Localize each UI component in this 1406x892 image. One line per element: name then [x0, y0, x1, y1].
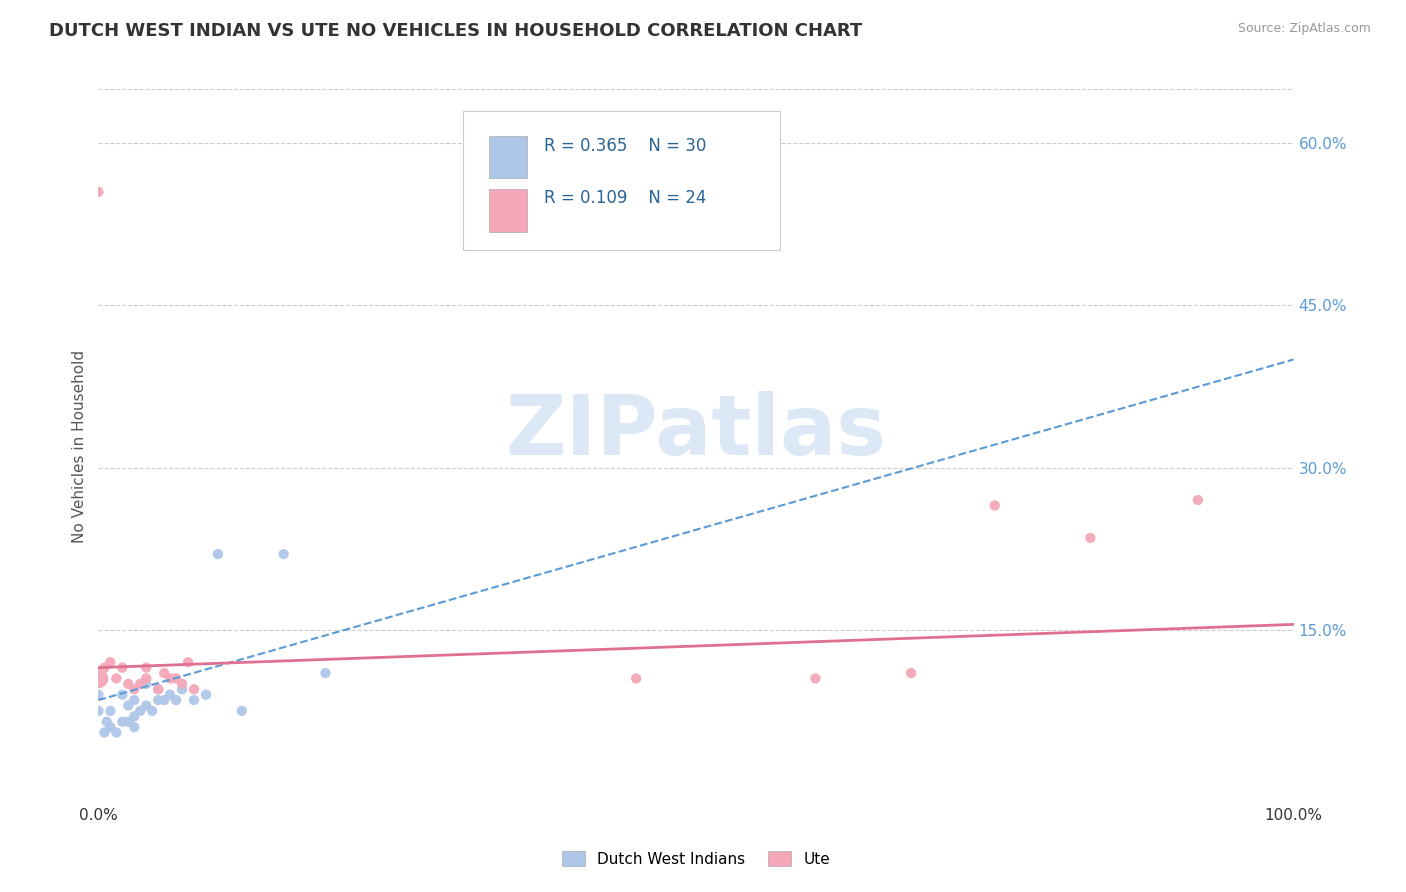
Point [124, 682, 146, 697]
Point [1187, 493, 1209, 508]
Point [153, 693, 176, 707]
Point [124, 709, 146, 723]
Y-axis label: No Vehicles in Household: No Vehicles in Household [72, 350, 87, 542]
Text: DUTCH WEST INDIAN VS UTE NO VEHICLES IN HOUSEHOLD CORRELATION CHART: DUTCH WEST INDIAN VS UTE NO VEHICLES IN … [49, 22, 862, 40]
Point [98, 655, 122, 669]
FancyBboxPatch shape [489, 136, 527, 178]
Point [148, 693, 170, 707]
FancyBboxPatch shape [489, 189, 527, 232]
Point [117, 677, 139, 691]
Point [135, 677, 157, 691]
Point [117, 714, 139, 729]
Point [117, 698, 139, 713]
Point [98, 720, 122, 734]
Point [141, 704, 163, 718]
Point [87, 672, 110, 686]
Point [135, 672, 157, 686]
Point [626, 672, 648, 686]
Point [87, 185, 110, 199]
Point [111, 688, 134, 702]
Point [315, 666, 337, 681]
Point [124, 720, 146, 734]
Point [183, 682, 205, 697]
Point [159, 672, 181, 686]
Legend: Dutch West Indians, Ute: Dutch West Indians, Ute [562, 851, 830, 866]
Point [129, 677, 152, 691]
Point [98, 704, 122, 718]
Text: ZIPatlas: ZIPatlas [506, 392, 886, 472]
Point [124, 693, 146, 707]
Point [804, 672, 827, 686]
Point [87, 704, 110, 718]
Point [148, 682, 170, 697]
Point [153, 666, 176, 681]
Point [135, 698, 157, 713]
Text: R = 0.365    N = 30: R = 0.365 N = 30 [544, 137, 707, 155]
Point [129, 704, 152, 718]
Point [105, 672, 128, 686]
Point [148, 682, 170, 697]
Point [1080, 531, 1102, 545]
Point [231, 704, 253, 718]
Point [159, 688, 181, 702]
Point [207, 547, 229, 561]
Point [177, 655, 200, 669]
FancyBboxPatch shape [463, 111, 780, 250]
Point [172, 677, 194, 691]
Point [900, 666, 922, 681]
Point [93, 660, 115, 674]
Text: Source: ZipAtlas.com: Source: ZipAtlas.com [1237, 22, 1371, 36]
Point [111, 660, 134, 674]
Point [105, 725, 128, 739]
Point [195, 688, 218, 702]
Point [135, 660, 157, 674]
Point [172, 682, 194, 697]
Point [984, 499, 1007, 513]
Text: R = 0.109    N = 24: R = 0.109 N = 24 [544, 189, 707, 207]
Point [165, 693, 187, 707]
Point [96, 714, 118, 729]
Point [183, 693, 205, 707]
Point [273, 547, 295, 561]
Point [111, 714, 134, 729]
Point [165, 672, 187, 686]
Point [87, 688, 110, 702]
Point [93, 725, 115, 739]
